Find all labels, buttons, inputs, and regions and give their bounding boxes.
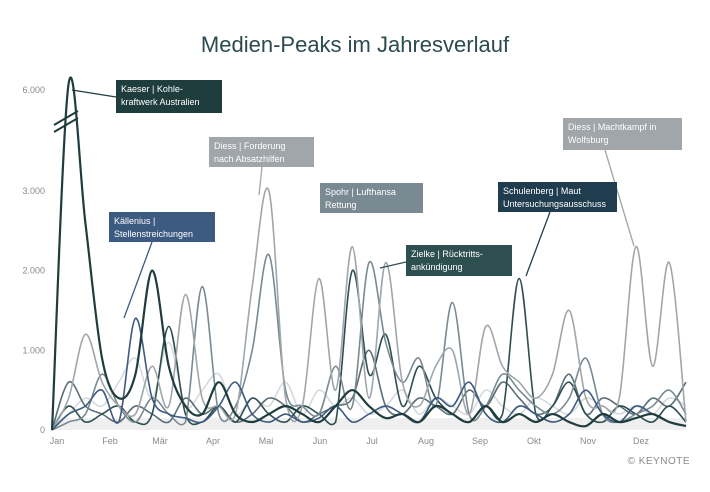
series-layer: [50, 76, 687, 431]
series-line: [51, 253, 687, 431]
annotation-leader: [525, 211, 551, 277]
leader-layer: [71, 89, 635, 319]
annotation-label: Diess | Machtkampf in Wolfsburg: [563, 118, 682, 150]
y-tick-label: 6.000: [22, 85, 45, 95]
y-tick-label: 1.000: [22, 345, 45, 355]
x-tick-label: Jun: [313, 436, 328, 446]
x-tick-label: Apr: [206, 436, 220, 446]
series-line: [51, 317, 687, 431]
y-tick-label: 0: [40, 425, 45, 435]
series-line: [51, 341, 687, 431]
baseline-band: [52, 418, 686, 430]
y-tick-label: 2.000: [22, 266, 45, 276]
annotation-label: Spohr | Lufthansa Rettung: [320, 183, 423, 213]
x-tick-label: Aug: [418, 436, 434, 446]
annotation-label: Zielke | Rücktritts- ankündigung: [406, 245, 512, 276]
series-line: [51, 187, 687, 431]
x-tick-label: Mär: [152, 436, 168, 446]
annotation-label: Kaeser | Kohle- kraftwerk Australien: [116, 80, 222, 113]
chart-title: Medien-Peaks im Jahresverlauf: [200, 32, 510, 57]
axis-break-mark: [53, 117, 79, 133]
axis-layer: 0 1.000 2.000 3.000 6.000 Jan Feb Mär Apr Mai Jun J…: [22, 85, 649, 446]
x-tick-label: Jan: [50, 436, 65, 446]
x-tick-label: Dez: [633, 436, 650, 446]
x-tick-label: Okt: [527, 436, 542, 446]
series-line: [50, 76, 687, 431]
annotation-label: Diess | Forderung nach Absatzhilfen: [209, 137, 314, 167]
x-tick-label: Sep: [472, 436, 488, 446]
annotation-leader: [123, 241, 153, 319]
y-tick-label: 3.000: [22, 186, 45, 196]
x-tick-label: Mai: [259, 436, 274, 446]
x-tick-label: Feb: [102, 436, 118, 446]
annotation-label: Schulenberg | Maut Untersuchungsausschus…: [498, 182, 617, 212]
annotation-leader: [379, 261, 407, 269]
credit-text: © KEYNOTE: [627, 456, 690, 467]
annotation-label: Källenius | Stellenstreichungen: [109, 212, 215, 242]
annotation-leader: [258, 166, 263, 196]
x-tick-label: Jul: [366, 436, 378, 446]
axis-break-mark: [53, 110, 79, 126]
annotation-leader: [604, 149, 635, 247]
x-tick-label: Nov: [580, 436, 597, 446]
annotation-leader: [71, 89, 117, 98]
